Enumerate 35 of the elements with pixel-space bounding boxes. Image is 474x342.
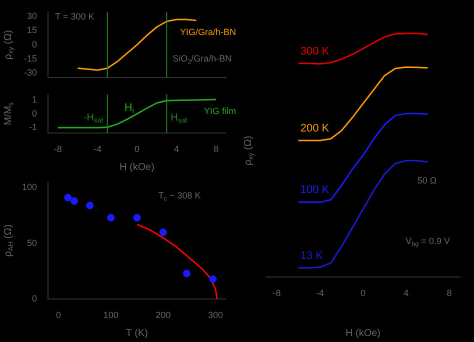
x-tick-label: -4 [316, 288, 324, 298]
annotation: T = 300 K [55, 12, 94, 22]
y-tick-label: 15 [26, 25, 37, 36]
y-tick-label: 0 [32, 108, 37, 118]
x-tick-label: 0 [56, 310, 61, 320]
x-tick-label: -4 [93, 144, 102, 154]
x-axis-title: H (kOe) [346, 328, 380, 339]
series-label: YIG/Gra/h-BN [180, 26, 236, 37]
y-tick-label: -15 [24, 53, 37, 64]
x-tick-label: -8 [272, 288, 281, 298]
y-tick-label: 30 [26, 11, 37, 22]
x-tick-label: 8 [446, 288, 452, 298]
x-tick-label: 200 [156, 310, 171, 320]
series-label: 13 K [300, 250, 324, 262]
series-label: YIG film [204, 106, 236, 116]
x-tick-label: 300 [208, 310, 224, 320]
series-label: 200 K [300, 122, 330, 135]
x-tick-label: 0 [134, 144, 140, 154]
y-tick-label: -1 [28, 122, 37, 132]
x-tick-label: 0 [360, 288, 366, 298]
y-tick-label: 1 [32, 94, 37, 104]
annotation: 50 Ω [417, 175, 437, 186]
x-tick-label: 100 [103, 310, 118, 320]
y-tick-label: 0 [32, 39, 37, 50]
series-label: 100 K [300, 184, 330, 196]
x-tick-label: -8 [54, 144, 62, 154]
x-tick-label: 4 [174, 144, 180, 154]
y-tick-label: 100 [22, 182, 37, 192]
x-axis-title: H (kOe) [120, 162, 154, 173]
x-tick-label: 4 [404, 288, 409, 298]
series-label: 300 K [300, 45, 330, 58]
y-tick-label: 50 [26, 238, 37, 248]
x-axis-title: T (K) [126, 328, 148, 339]
x-tick-label: 8 [214, 144, 219, 154]
y-tick-label: -30 [24, 67, 37, 78]
